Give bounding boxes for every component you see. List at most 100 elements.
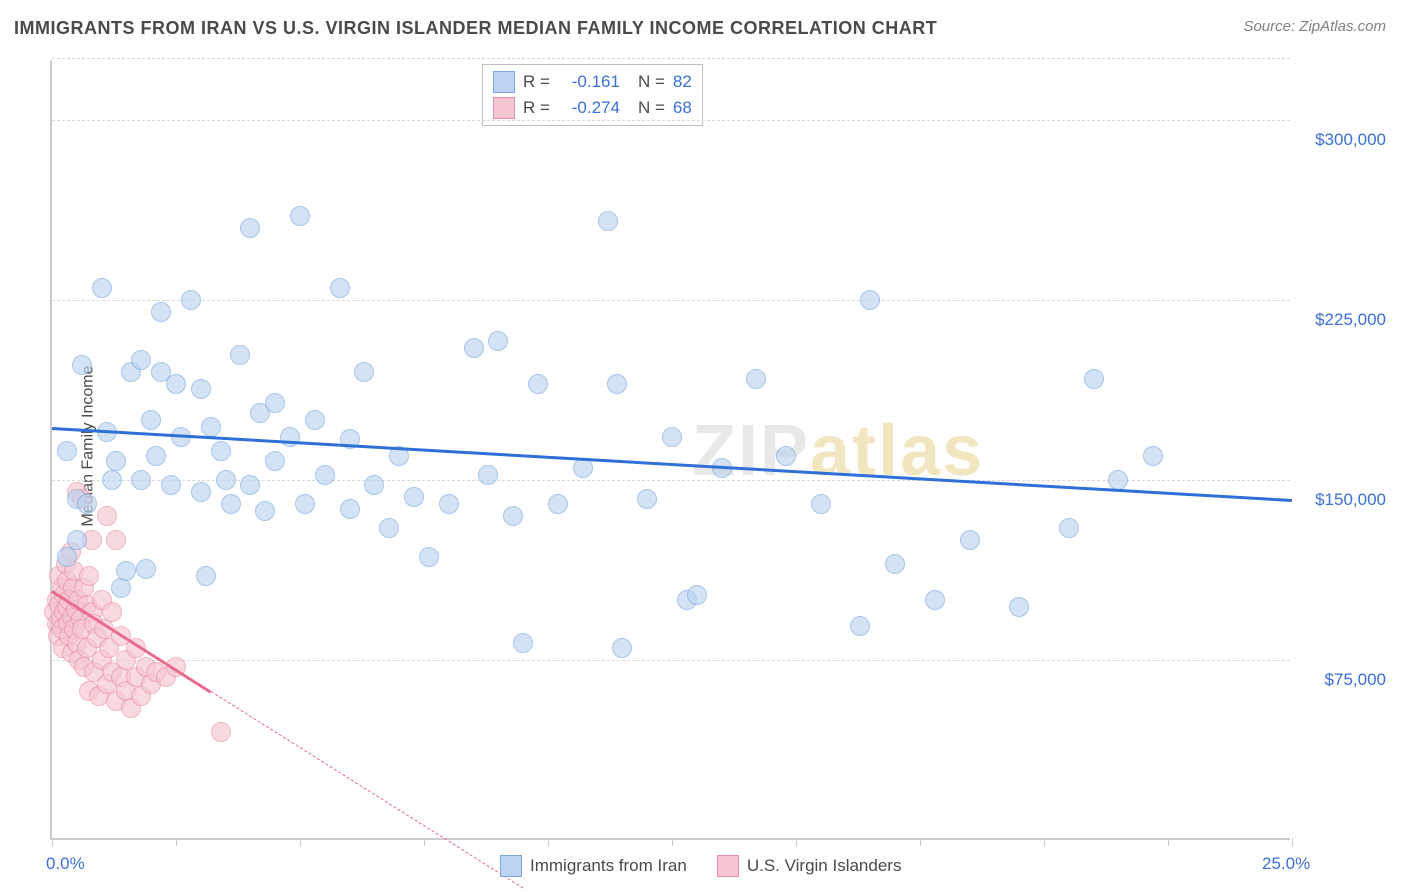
scatter-point-iran <box>295 494 315 514</box>
legend-item-iran: Immigrants from Iran <box>500 855 687 877</box>
x-tick <box>424 838 425 846</box>
r-label: R = <box>523 72 550 92</box>
grid-line <box>52 660 1290 661</box>
scatter-point-iran <box>513 633 533 653</box>
scatter-point-iran <box>379 518 399 538</box>
scatter-point-iran <box>57 441 77 461</box>
scatter-point-iran <box>850 616 870 636</box>
scatter-point-iran <box>1059 518 1079 538</box>
scatter-point-iran <box>191 379 211 399</box>
scatter-point-iran <box>305 410 325 430</box>
n-value-usvi: 68 <box>673 98 692 118</box>
grid-line <box>52 480 1290 481</box>
x-tick <box>300 838 301 846</box>
scatter-point-iran <box>265 451 285 471</box>
scatter-point-iran <box>255 501 275 521</box>
x-tick <box>1292 838 1293 846</box>
scatter-point-iran <box>503 506 523 526</box>
n-value-iran: 82 <box>673 72 692 92</box>
legend-label-iran: Immigrants from Iran <box>530 856 687 876</box>
scatter-point-iran <box>211 441 231 461</box>
x-tick <box>1044 838 1045 846</box>
scatter-point-iran <box>598 211 618 231</box>
scatter-point-iran <box>141 410 161 430</box>
scatter-point-iran <box>196 566 216 586</box>
x-tick-label: 0.0% <box>46 854 85 874</box>
scatter-point-iran <box>131 470 151 490</box>
scatter-point-iran <box>488 331 508 351</box>
scatter-point-iran <box>201 417 221 437</box>
scatter-point-iran <box>478 465 498 485</box>
scatter-point-iran <box>1009 597 1029 617</box>
scatter-point-iran <box>240 218 260 238</box>
grid-line <box>52 58 1290 59</box>
scatter-point-iran <box>221 494 241 514</box>
scatter-point-iran <box>612 638 632 658</box>
source-attribution: Source: ZipAtlas.com <box>1243 18 1386 35</box>
swatch-iran <box>493 71 515 93</box>
r-label: R = <box>523 98 550 118</box>
scatter-point-iran <box>1084 369 1104 389</box>
scatter-point-usvi <box>97 506 117 526</box>
scatter-point-usvi <box>102 602 122 622</box>
scatter-point-iran <box>230 345 250 365</box>
scatter-point-iran <box>240 475 260 495</box>
scatter-point-iran <box>146 446 166 466</box>
x-tick <box>796 838 797 846</box>
scatter-point-iran <box>161 475 181 495</box>
scatter-point-iran <box>181 290 201 310</box>
grid-line <box>52 120 1290 121</box>
x-tick <box>52 838 53 846</box>
scatter-point-iran <box>315 465 335 485</box>
scatter-point-iran <box>72 355 92 375</box>
trend-line-usvi-extrapolated <box>210 691 523 889</box>
y-tick-label: $150,000 <box>1315 490 1386 510</box>
x-tick <box>672 838 673 846</box>
scatter-point-iran <box>925 590 945 610</box>
scatter-point-iran <box>67 530 87 550</box>
x-tick <box>1168 838 1169 846</box>
legend-row-iran: R = -0.161 N = 82 <box>493 69 692 95</box>
grid-line <box>52 300 1290 301</box>
scatter-point-iran <box>860 290 880 310</box>
scatter-point-iran <box>662 427 682 447</box>
scatter-point-iran <box>166 374 186 394</box>
scatter-point-iran <box>746 369 766 389</box>
swatch-usvi <box>493 97 515 119</box>
scatter-point-iran <box>464 338 484 358</box>
chart-title: IMMIGRANTS FROM IRAN VS U.S. VIRGIN ISLA… <box>14 18 937 39</box>
scatter-point-iran <box>330 278 350 298</box>
x-tick <box>548 838 549 846</box>
scatter-point-iran <box>102 470 122 490</box>
scatter-point-iran <box>364 475 384 495</box>
scatter-point-iran <box>265 393 285 413</box>
scatter-plot-area: ZIPatlas R = -0.161 N = 82 R = -0.274 N … <box>50 60 1290 840</box>
correlation-legend: R = -0.161 N = 82 R = -0.274 N = 68 <box>482 64 703 126</box>
legend-item-usvi: U.S. Virgin Islanders <box>717 855 902 877</box>
n-label: N = <box>638 72 665 92</box>
n-label: N = <box>638 98 665 118</box>
scatter-point-iran <box>607 374 627 394</box>
scatter-point-iran <box>131 350 151 370</box>
scatter-point-iran <box>1143 446 1163 466</box>
scatter-point-iran <box>92 278 112 298</box>
scatter-point-iran <box>1108 470 1128 490</box>
scatter-point-iran <box>116 561 136 581</box>
scatter-point-iran <box>191 482 211 502</box>
scatter-point-iran <box>216 470 236 490</box>
y-tick-label: $75,000 <box>1325 670 1386 690</box>
r-value-iran: -0.161 <box>558 72 620 92</box>
x-tick <box>920 838 921 846</box>
scatter-point-iran <box>637 489 657 509</box>
scatter-point-iran <box>960 530 980 550</box>
scatter-point-iran <box>419 547 439 567</box>
y-tick-label: $300,000 <box>1315 130 1386 150</box>
swatch-iran <box>500 855 522 877</box>
scatter-point-iran <box>111 578 131 598</box>
scatter-point-iran <box>548 494 568 514</box>
scatter-point-iran <box>354 362 374 382</box>
scatter-point-usvi <box>106 530 126 550</box>
scatter-point-iran <box>528 374 548 394</box>
scatter-point-iran <box>290 206 310 226</box>
scatter-point-iran <box>136 559 156 579</box>
